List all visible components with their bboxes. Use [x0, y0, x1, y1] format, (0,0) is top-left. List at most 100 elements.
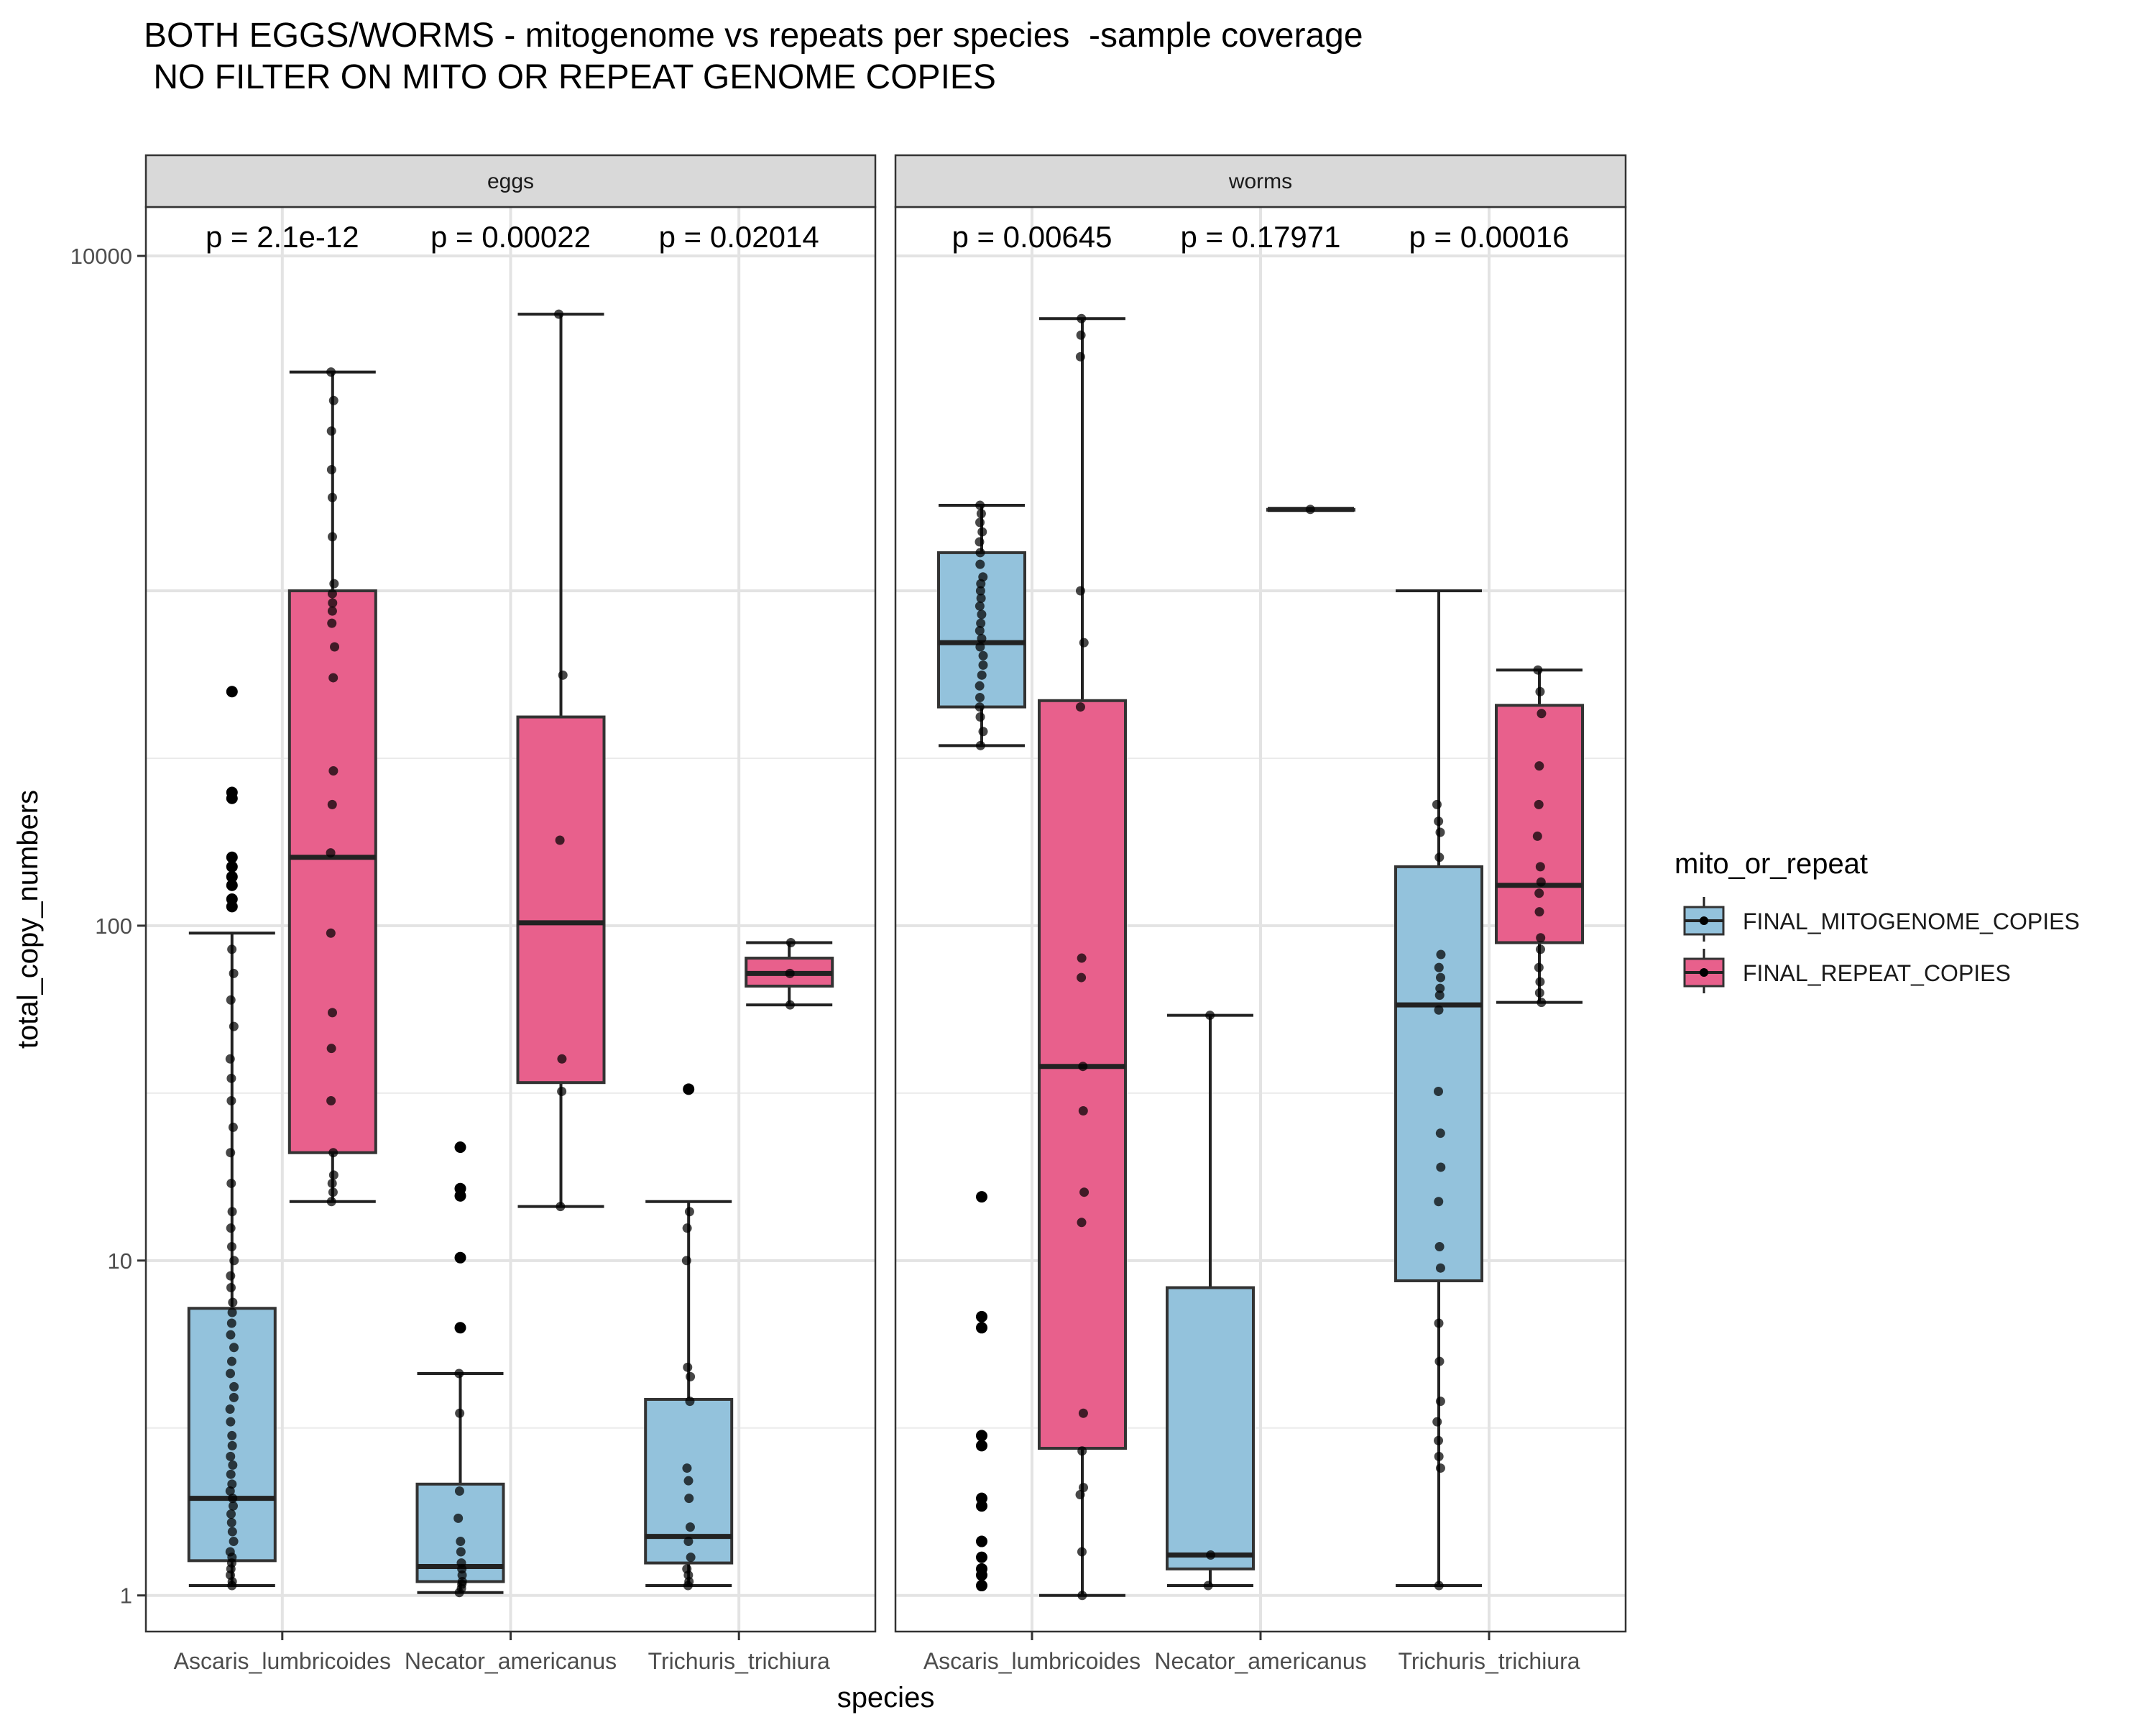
data-point	[1305, 505, 1315, 515]
data-point	[1435, 827, 1445, 837]
data-point	[227, 1479, 237, 1489]
data-point	[683, 1476, 694, 1486]
data-point	[682, 1223, 692, 1233]
data-point	[226, 1368, 236, 1379]
data-point	[453, 1513, 464, 1523]
data-point	[456, 1537, 466, 1547]
data-point	[1434, 1451, 1444, 1461]
data-point	[686, 1552, 696, 1563]
data-point	[226, 1242, 236, 1252]
data-point	[225, 1054, 235, 1064]
data-point	[554, 309, 564, 319]
data-point	[1534, 761, 1544, 771]
y-axis-title: total_copy_numbers	[12, 790, 44, 1049]
legend: mito_or_repeat FINAL_MITOGENOME_COPIES FIN…	[1674, 848, 2080, 993]
data-point	[1436, 949, 1446, 960]
data-point	[455, 1408, 465, 1418]
data-point	[1077, 972, 1087, 983]
legend-label: FINAL_REPEAT_COPIES	[1743, 960, 2011, 986]
data-point	[1434, 1197, 1444, 1207]
x-tick-label: Trichuris_trichiura	[648, 1648, 830, 1674]
data-point	[977, 610, 987, 620]
outlier-point	[975, 1440, 987, 1452]
data-point	[226, 1517, 236, 1527]
data-point	[975, 681, 985, 691]
box-body	[1394, 865, 1484, 1282]
data-point	[226, 1417, 236, 1427]
data-point	[226, 1451, 236, 1461]
data-point	[1075, 702, 1085, 712]
data-point	[328, 532, 338, 542]
data-point	[228, 1460, 238, 1470]
outlier-point	[226, 686, 238, 698]
data-point	[226, 1223, 236, 1233]
data-point	[454, 1368, 464, 1379]
data-point	[978, 572, 988, 582]
data-point	[1434, 852, 1445, 862]
data-point	[327, 492, 337, 502]
y-tick-label: 1	[120, 1583, 132, 1609]
data-point	[1077, 1547, 1087, 1557]
data-point	[975, 500, 985, 510]
data-point	[786, 937, 796, 947]
outlier-point	[975, 1563, 987, 1575]
data-point	[330, 642, 340, 652]
data-point	[1434, 1242, 1445, 1252]
box-body	[1495, 704, 1585, 944]
data-point	[1534, 888, 1544, 898]
data-point	[228, 1501, 238, 1511]
data-point	[454, 1486, 464, 1496]
data-point	[226, 1148, 236, 1158]
data-point	[326, 367, 336, 377]
data-point	[226, 1178, 236, 1188]
data-point	[785, 968, 795, 978]
data-point	[1206, 1550, 1216, 1560]
outlier-point	[226, 860, 238, 873]
data-point	[975, 518, 985, 528]
data-point	[326, 928, 336, 938]
data-point	[328, 598, 338, 608]
data-point	[975, 626, 985, 636]
data-point	[1434, 1435, 1444, 1445]
data-point	[685, 1522, 695, 1532]
x-axis-title: species	[837, 1682, 935, 1714]
box-mito-Ascaris_lumbricoides	[936, 500, 1026, 1592]
panel-worms: worms p = 0.00645 p = 0.17971 p = 0.00016 As…	[894, 154, 1627, 1674]
data-point	[226, 1073, 236, 1083]
p-value-label: p = 0.00016	[1409, 220, 1569, 254]
outlier-point	[975, 1430, 987, 1442]
data-point	[226, 1356, 236, 1366]
data-point	[556, 1202, 566, 1212]
outlier-point	[226, 851, 238, 863]
legend-title: mito_or_repeat	[1674, 848, 1868, 880]
data-point	[975, 559, 985, 569]
data-point	[1434, 1086, 1444, 1096]
data-point	[1435, 1128, 1445, 1138]
box-body	[1037, 699, 1127, 1450]
data-point	[555, 835, 565, 845]
data-point	[326, 1197, 336, 1207]
data-point	[1536, 933, 1546, 943]
y-tick-label: 10000	[70, 244, 132, 269]
data-point	[1435, 1463, 1445, 1473]
data-point	[328, 395, 338, 405]
data-point	[1077, 1446, 1087, 1456]
y-axis: 1 10 100 10000	[70, 244, 146, 1609]
legend-key	[1683, 949, 1725, 993]
data-point	[1077, 1218, 1087, 1228]
data-point	[328, 765, 338, 776]
data-point	[229, 1256, 239, 1266]
data-point	[328, 1008, 338, 1018]
data-point	[1076, 330, 1086, 340]
data-point	[1535, 686, 1545, 696]
data-point	[227, 1430, 237, 1440]
data-point	[327, 618, 337, 628]
data-point	[975, 537, 985, 547]
outlier-point	[454, 1141, 466, 1154]
outlier-point	[454, 1322, 466, 1334]
data-point	[1534, 799, 1544, 809]
outlier-point	[683, 1083, 695, 1095]
box-repeat-Trichuris_trichiura	[745, 937, 834, 1010]
data-point	[1536, 877, 1546, 887]
